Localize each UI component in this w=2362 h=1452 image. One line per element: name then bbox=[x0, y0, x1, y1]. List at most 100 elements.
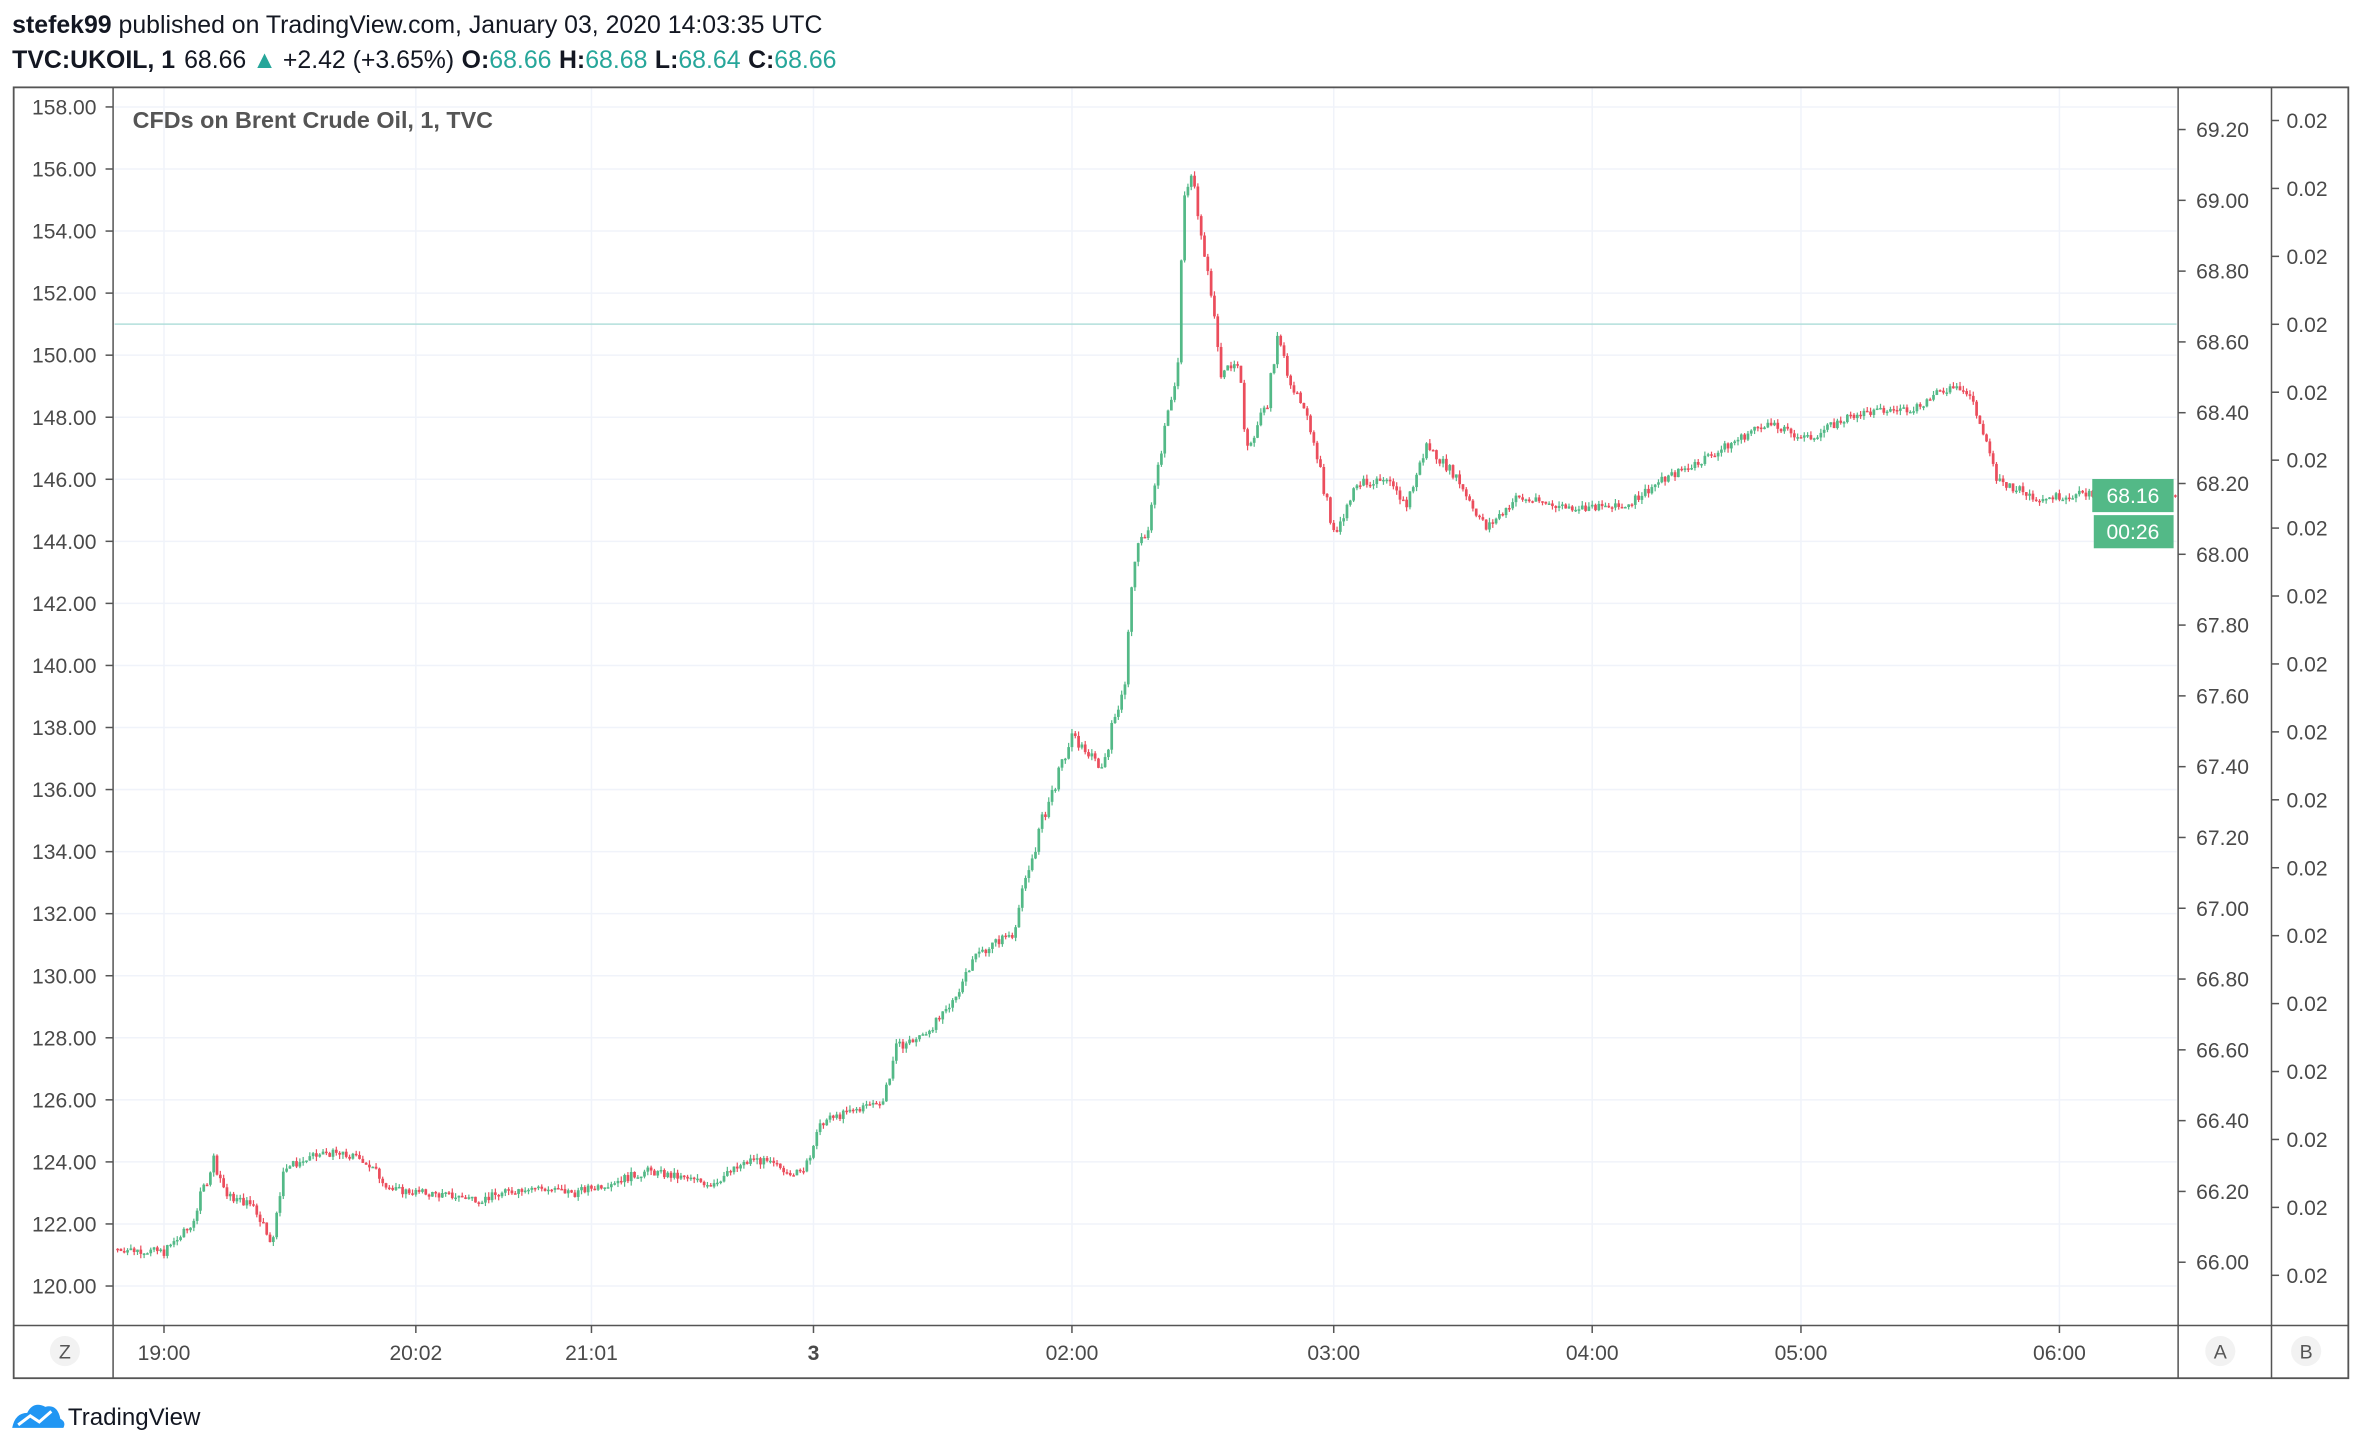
candle bbox=[1551, 503, 1554, 507]
candle bbox=[1842, 422, 1846, 424]
candle bbox=[616, 1180, 620, 1184]
right2-tick-label: 0.02 bbox=[2287, 450, 2328, 473]
candle bbox=[1431, 449, 1435, 452]
candle bbox=[2048, 497, 2051, 499]
candle bbox=[699, 1178, 703, 1182]
candle bbox=[1922, 406, 1925, 408]
candle bbox=[1749, 430, 1753, 434]
candle bbox=[2024, 492, 2028, 496]
candle bbox=[1614, 503, 1617, 508]
candle bbox=[1130, 587, 1133, 632]
candle bbox=[1090, 753, 1094, 757]
candle bbox=[1173, 386, 1177, 400]
candles[interactable] bbox=[116, 171, 2177, 1259]
candle bbox=[679, 1175, 683, 1179]
right2-tick-label: 0.02 bbox=[2287, 246, 2328, 269]
candle bbox=[391, 1187, 394, 1190]
candle bbox=[689, 1177, 693, 1180]
candle bbox=[1508, 508, 1511, 510]
candle bbox=[961, 981, 964, 993]
right-tick-label: 66.00 bbox=[2196, 1252, 2249, 1275]
candle bbox=[659, 1170, 663, 1172]
candle bbox=[2011, 483, 2015, 492]
candle bbox=[1299, 392, 1302, 404]
left-tick-label: 146.00 bbox=[32, 469, 96, 492]
left-tick-label: 138.00 bbox=[32, 717, 96, 740]
candle bbox=[1690, 467, 1693, 470]
candle bbox=[924, 1034, 928, 1036]
candle bbox=[626, 1175, 630, 1182]
candle bbox=[785, 1172, 789, 1174]
left-tick-label: 130.00 bbox=[32, 965, 96, 988]
candle bbox=[1759, 427, 1763, 430]
left-price-axis[interactable]: 158.00 156.00 154.00 152.00 150.00 148.00 146.… bbox=[32, 96, 114, 1299]
candle bbox=[450, 1192, 454, 1199]
candle bbox=[1395, 486, 1399, 491]
candle bbox=[1199, 216, 1203, 236]
candle bbox=[1004, 935, 1008, 938]
candle bbox=[1368, 484, 1372, 487]
price-badge-text: 68.16 bbox=[2107, 485, 2160, 508]
candle bbox=[122, 1251, 126, 1253]
candle bbox=[1097, 758, 1100, 768]
candle bbox=[865, 1104, 868, 1106]
candle bbox=[739, 1165, 742, 1169]
countdown-text: 00:26 bbox=[2107, 521, 2160, 544]
candle bbox=[142, 1253, 146, 1256]
candle bbox=[1110, 722, 1114, 750]
candle bbox=[1657, 482, 1660, 485]
candle bbox=[1955, 386, 1959, 389]
candle bbox=[222, 1178, 225, 1188]
candle bbox=[1229, 365, 1233, 369]
candle bbox=[1686, 468, 1690, 470]
right-secondary-axis[interactable]: 0.02 0.02 0.02 0.02 0.02 0.02 0.02 0.02 0.02 0.02… bbox=[2271, 110, 2328, 1288]
candle bbox=[1491, 522, 1495, 524]
candle bbox=[394, 1187, 398, 1190]
left-tick-label: 142.00 bbox=[32, 593, 96, 616]
candle bbox=[1667, 475, 1670, 482]
tradingview-logo[interactable]: TradingView bbox=[12, 1404, 201, 1431]
candle bbox=[195, 1210, 199, 1221]
candle bbox=[517, 1189, 520, 1194]
chart-title: CFDs on Brent Crude Oil, 1, TVC bbox=[133, 107, 493, 133]
candle bbox=[828, 1115, 832, 1120]
candle bbox=[248, 1200, 252, 1205]
candle bbox=[1879, 407, 1882, 410]
right-price-axis[interactable]: 69.20 69.00 68.80 68.60 68.40 68.20 68.00 67.80… bbox=[2178, 119, 2249, 1275]
candle bbox=[1958, 386, 1962, 391]
time-axis[interactable]: 19:00 20:02 21:01 3 02:00 03:00 04:00 05:00 06:0… bbox=[138, 1325, 2086, 1365]
right2-tick-label: 0.02 bbox=[2287, 1197, 2328, 1220]
candle bbox=[848, 1109, 852, 1112]
candle bbox=[1037, 828, 1041, 852]
candle bbox=[1623, 506, 1627, 509]
candle bbox=[368, 1164, 371, 1168]
candle bbox=[1186, 186, 1190, 196]
candle bbox=[182, 1228, 186, 1238]
candle bbox=[1700, 463, 1703, 466]
left-tick-label: 120.00 bbox=[32, 1276, 96, 1299]
z-button[interactable]: Z bbox=[49, 1336, 80, 1367]
candle bbox=[1010, 935, 1014, 938]
candle bbox=[1216, 316, 1220, 347]
candle bbox=[706, 1185, 709, 1187]
candle bbox=[1189, 175, 1193, 187]
candle bbox=[1942, 390, 1945, 393]
logo-text: TradingView bbox=[68, 1404, 201, 1431]
candle bbox=[1710, 454, 1713, 456]
candle bbox=[1017, 907, 1021, 928]
candle bbox=[1859, 414, 1862, 417]
candle bbox=[162, 1249, 166, 1256]
candle bbox=[305, 1160, 308, 1162]
candle bbox=[938, 1017, 941, 1020]
candle bbox=[1799, 437, 1803, 439]
b-button[interactable]: B bbox=[2291, 1336, 2322, 1367]
candle bbox=[1120, 694, 1124, 710]
auto-scale-button[interactable]: A bbox=[2205, 1336, 2236, 1367]
right-tick-label: 67.80 bbox=[2196, 615, 2249, 638]
candle bbox=[1196, 186, 1200, 217]
candle bbox=[1756, 426, 1760, 429]
candle bbox=[384, 1183, 388, 1188]
candle bbox=[600, 1185, 603, 1189]
left-tick-label: 150.00 bbox=[32, 345, 96, 368]
candle bbox=[1673, 472, 1677, 478]
